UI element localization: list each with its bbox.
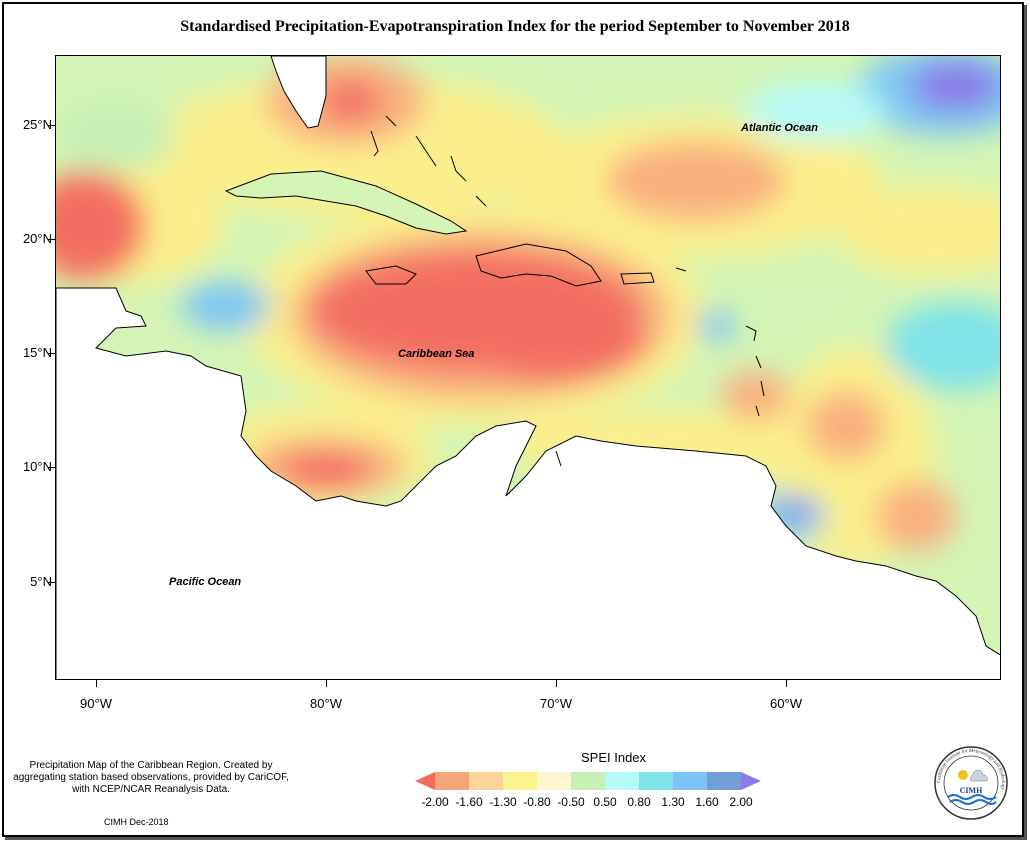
sun-icon xyxy=(958,770,968,780)
lat-tick xyxy=(48,239,55,240)
caribbean-sea-label: Caribbean Sea xyxy=(398,348,475,360)
lat-label-25n: 25°N xyxy=(22,117,52,132)
legend-swatch xyxy=(435,772,469,790)
legend-label: -1.30 xyxy=(489,795,517,809)
legend-label: 2.00 xyxy=(729,795,753,809)
legend-arrow-high xyxy=(741,772,761,790)
map-caption: Precipitation Map of the Caribbean Regio… xyxy=(13,760,289,795)
legend-swatch xyxy=(639,772,673,790)
legend-label: -2.00 xyxy=(421,795,449,809)
map-credit: CIMH Dec-2018 xyxy=(104,817,169,827)
legend-swatch xyxy=(605,772,639,790)
legend-swatch xyxy=(537,772,571,790)
legend-swatch xyxy=(707,772,741,790)
land-masses xyxy=(56,56,1000,679)
map-title: Standardised Precipitation-Evapotranspir… xyxy=(180,18,850,35)
legend-swatch xyxy=(571,772,605,790)
wave-icon xyxy=(947,794,997,800)
lon-tick xyxy=(786,680,787,687)
lat-label-5n: 5°N xyxy=(30,574,52,589)
lon-label-60w: 60°W xyxy=(770,696,802,711)
cimh-logo: CIMH Caribbean Institute for Meteorology… xyxy=(934,746,1008,820)
atlantic-ocean-label: Atlantic Ocean xyxy=(741,122,819,134)
legend-label: -0.50 xyxy=(557,795,585,809)
lon-label-70w: 70°W xyxy=(540,696,572,711)
lat-tick xyxy=(48,353,55,354)
legend-colorbar xyxy=(415,772,761,790)
islands xyxy=(370,115,765,467)
legend-label: 1.30 xyxy=(661,795,685,809)
legend-label: 0.50 xyxy=(593,795,617,809)
pacific-ocean-label: Pacific Ocean xyxy=(169,576,242,588)
lat-label-20n: 20°N xyxy=(22,231,52,246)
legend-arrow-low xyxy=(415,772,435,790)
lat-label-10n: 10°N xyxy=(22,459,52,474)
logo-text: CIMH xyxy=(960,786,983,795)
legend-swatch xyxy=(673,772,707,790)
lat-tick xyxy=(48,582,55,583)
lat-label-15n: 15°N xyxy=(22,345,52,360)
legend-title: SPEI Index xyxy=(581,750,647,765)
lon-tick xyxy=(96,680,97,687)
spei-field xyxy=(56,56,1000,676)
lon-tick xyxy=(556,680,557,687)
legend-swatch xyxy=(469,772,503,790)
spei-map[interactable]: Atlantic Ocean Caribbean Sea Pacific Oce… xyxy=(55,55,1001,680)
legend-label: -1.60 xyxy=(455,795,483,809)
legend-label: 1.60 xyxy=(695,795,719,809)
lat-tick xyxy=(48,125,55,126)
lon-tick xyxy=(326,680,327,687)
legend-swatch xyxy=(503,772,537,790)
lon-label-80w: 80°W xyxy=(310,696,342,711)
legend-label: -0.80 xyxy=(523,795,551,809)
lon-label-90w: 90°W xyxy=(80,696,112,711)
cloud-icon xyxy=(970,769,988,782)
legend-label: 0.80 xyxy=(627,795,651,809)
map-canvas xyxy=(56,56,1000,679)
lat-tick xyxy=(48,467,55,468)
